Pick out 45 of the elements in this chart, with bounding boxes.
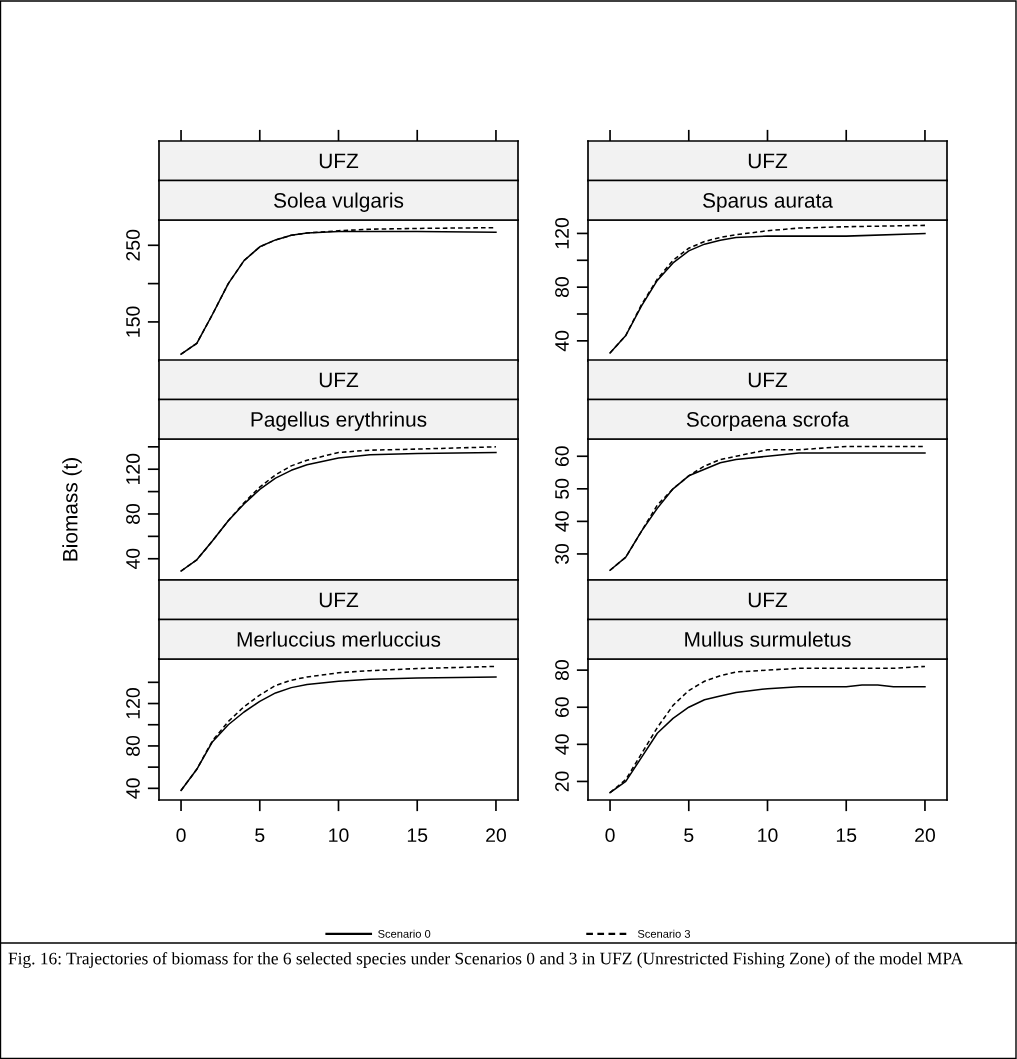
x-tick-label: 15 bbox=[407, 828, 428, 843]
x-tick-label: 20 bbox=[486, 828, 507, 843]
chart-subtitle: Sparus aurata bbox=[703, 193, 833, 212]
chart-title: UFZ bbox=[748, 153, 788, 169]
chart-title: UFZ bbox=[748, 372, 788, 388]
x-tick-label: 10 bbox=[329, 828, 349, 843]
y-tick-label: 80 bbox=[126, 735, 140, 756]
y-tick-label: 150 bbox=[126, 306, 140, 337]
chart-title: UFZ bbox=[319, 372, 359, 388]
y-tick-label: 120 bbox=[126, 453, 140, 484]
y-tick-label: 50 bbox=[555, 478, 569, 499]
x-tick-label: 5 bbox=[684, 828, 694, 843]
y-tick-label: 40 bbox=[126, 778, 140, 799]
x-tick-label: 10 bbox=[758, 828, 778, 843]
y-tick-label: 40 bbox=[126, 548, 140, 570]
caption: Fig. 16: Trajectories of biomass for the 6 selected species under Scenarios 0 and 3 in UFZ (Unrestricted Fishing Zone) of the model MPA bbox=[8, 952, 963, 968]
chart-subtitle: Merluccius merluccius bbox=[237, 631, 441, 647]
y-axis-title: Biomass (t) bbox=[62, 458, 82, 561]
y-tick-label: 80 bbox=[555, 277, 569, 298]
y-tick-label: 120 bbox=[126, 688, 140, 719]
x-tick-label: 15 bbox=[836, 828, 857, 843]
y-tick-label: 60 bbox=[555, 446, 569, 467]
y-tick-label: 40 bbox=[555, 734, 569, 755]
chart-subtitle: Scorpaena scrofa bbox=[686, 411, 850, 431]
x-tick-label: 5 bbox=[255, 828, 265, 843]
x-tick-label: 0 bbox=[605, 828, 615, 843]
legend-label: Scenario 3 bbox=[637, 929, 691, 938]
chart-subtitle: Solea vulgaris bbox=[274, 192, 404, 212]
y-tick-label: 80 bbox=[555, 660, 569, 681]
x-tick-label: 0 bbox=[176, 828, 186, 843]
y-tick-label: 60 bbox=[555, 697, 569, 718]
chart-title: UFZ bbox=[748, 592, 788, 608]
y-tick-label: 250 bbox=[126, 229, 140, 261]
legend-label: Scenario 0 bbox=[378, 929, 431, 938]
x-tick-label: 20 bbox=[915, 828, 936, 843]
chart-subtitle: Mullus surmuletus bbox=[685, 631, 851, 647]
y-tick-label: 20 bbox=[555, 771, 569, 792]
chart-subtitle: Pagellus erythrinus bbox=[251, 411, 427, 431]
y-tick-label: 80 bbox=[126, 503, 140, 524]
y-tick-label: 40 bbox=[555, 511, 569, 532]
chart-title: UFZ bbox=[319, 153, 359, 169]
chart-title: UFZ bbox=[319, 592, 359, 608]
y-tick-label: 40 bbox=[555, 330, 569, 352]
y-tick-label: 120 bbox=[555, 217, 569, 249]
y-tick-label: 30 bbox=[555, 543, 569, 565]
